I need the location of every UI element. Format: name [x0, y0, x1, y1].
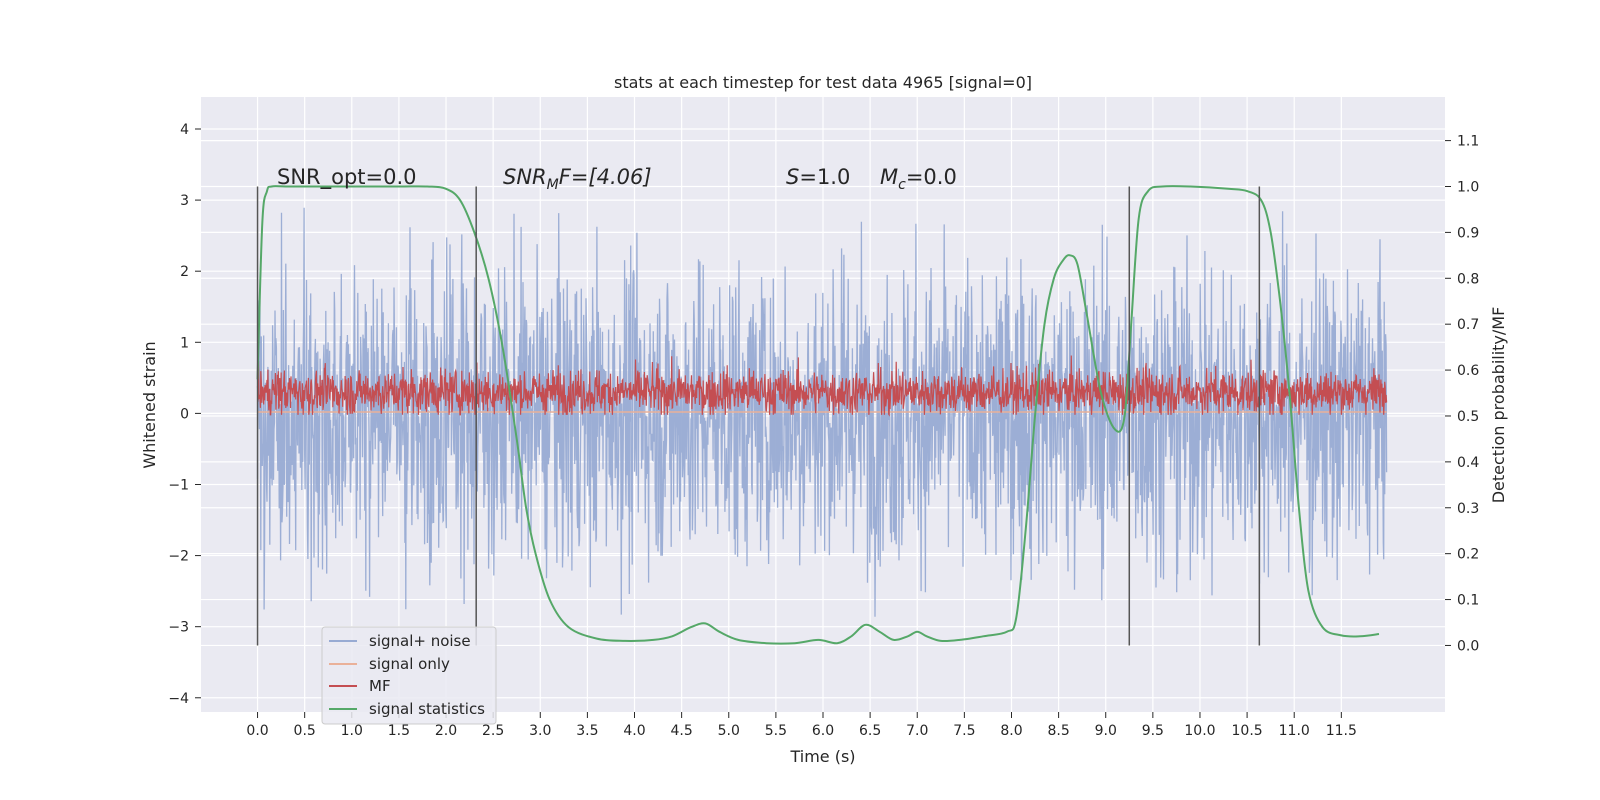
- y-axis-title: Whitened strain: [140, 341, 159, 468]
- legend-label-signal-only: signal only: [369, 655, 450, 673]
- x-tick-label: 0.0: [246, 723, 268, 739]
- y2-tick-label: 0.7: [1457, 317, 1479, 333]
- annotation-snr-mf: SNRMF=[4.06]: [503, 165, 652, 193]
- x-tick-label: 3.0: [529, 723, 551, 739]
- y-axis-left: 4 3 2 1 0 −1 −2 −3 −4: [168, 122, 201, 707]
- x-tick-label: 7.5: [953, 723, 975, 739]
- y2-tick-label: 0.2: [1457, 547, 1479, 563]
- x-tick-label: 6.0: [812, 723, 834, 739]
- legend-label-signal-noise: signal+ noise: [369, 632, 471, 650]
- x-tick-label: 4.0: [623, 723, 645, 739]
- legend-label-signal-statistics: signal statistics: [369, 700, 485, 718]
- legend-label-mf: MF: [369, 677, 391, 695]
- y-tick-label: −4: [168, 691, 189, 707]
- y-tick-label: 4: [180, 122, 189, 138]
- chart-title: stats at each timestep for test data 496…: [614, 73, 1032, 92]
- y-tick-label: −3: [168, 620, 189, 636]
- y2-tick-label: 0.6: [1457, 363, 1479, 379]
- vertical-markers: [256, 186, 1261, 646]
- x-tick-label: 0.5: [294, 723, 316, 739]
- x-tick-label: 11.0: [1279, 723, 1310, 739]
- y2-axis-title: Detection probability/MF: [1489, 307, 1508, 504]
- y2-tick-label: 0.1: [1457, 593, 1479, 609]
- x-tick-label: 9.0: [1095, 723, 1117, 739]
- x-tick-label: 1.5: [388, 723, 410, 739]
- x-tick-label: 7.0: [906, 723, 928, 739]
- y-axis-right: 1.1 1.0 0.9 0.8 0.7 0.6 0.5 0.4 0.3 0.2 0.1 0.0: [1445, 134, 1479, 654]
- x-tick-label: 11.5: [1326, 723, 1357, 739]
- x-tick-label: 1.0: [341, 723, 363, 739]
- y-tick-label: 1: [180, 335, 189, 351]
- y-tick-label: −1: [168, 477, 189, 493]
- series-mf: [256, 355, 1388, 417]
- annotation-snr-opt: SNR_opt=0.0: [277, 165, 417, 190]
- y-tick-label: −2: [168, 549, 189, 565]
- series-signal-noise: [256, 207, 1388, 617]
- y2-tick-label: 0.0: [1457, 638, 1479, 654]
- legend: signal+ noise signal only MF signal stat…: [321, 626, 497, 725]
- legend-box: [321, 626, 497, 725]
- x-axis-title: Time (s): [789, 747, 855, 766]
- x-tick-label: 2.0: [435, 723, 457, 739]
- x-tick-label: 2.5: [482, 723, 504, 739]
- y2-tick-label: 0.3: [1457, 501, 1479, 517]
- y2-tick-label: 0.9: [1457, 225, 1479, 241]
- annotation-mc: Mc=0.0: [880, 165, 957, 193]
- x-tick-label: 6.5: [859, 723, 881, 739]
- x-tick-label: 5.0: [718, 723, 740, 739]
- y2-tick-label: 0.4: [1457, 455, 1479, 471]
- y-tick-label: 3: [180, 193, 189, 209]
- x-tick-label: 8.5: [1047, 723, 1069, 739]
- x-axis: 0.0 0.5 1.0 1.5 2.0 2.5 3.0 3.5 4.0 4.5 5.0 5.5 6.0 6…: [246, 712, 1357, 739]
- x-tick-label: 3.5: [576, 723, 598, 739]
- series-signal-statistics: [256, 185, 1380, 645]
- y2-tick-label: 0.5: [1457, 409, 1479, 425]
- x-tick-label: 4.5: [671, 723, 693, 739]
- y-tick-label: 2: [180, 264, 189, 280]
- data-layer: [256, 185, 1388, 645]
- x-tick-label: 10.0: [1184, 723, 1215, 739]
- x-tick-label: 9.5: [1142, 723, 1164, 739]
- x-tick-label: 8.0: [1000, 723, 1022, 739]
- annotation-s: S=1.0: [786, 165, 850, 189]
- y2-tick-label: 1.0: [1457, 179, 1479, 195]
- y2-tick-label: 1.1: [1457, 134, 1479, 150]
- x-tick-label: 10.5: [1232, 723, 1263, 739]
- y2-tick-label: 0.8: [1457, 271, 1479, 287]
- y-tick-label: 0: [180, 406, 189, 422]
- x-tick-label: 5.5: [765, 723, 787, 739]
